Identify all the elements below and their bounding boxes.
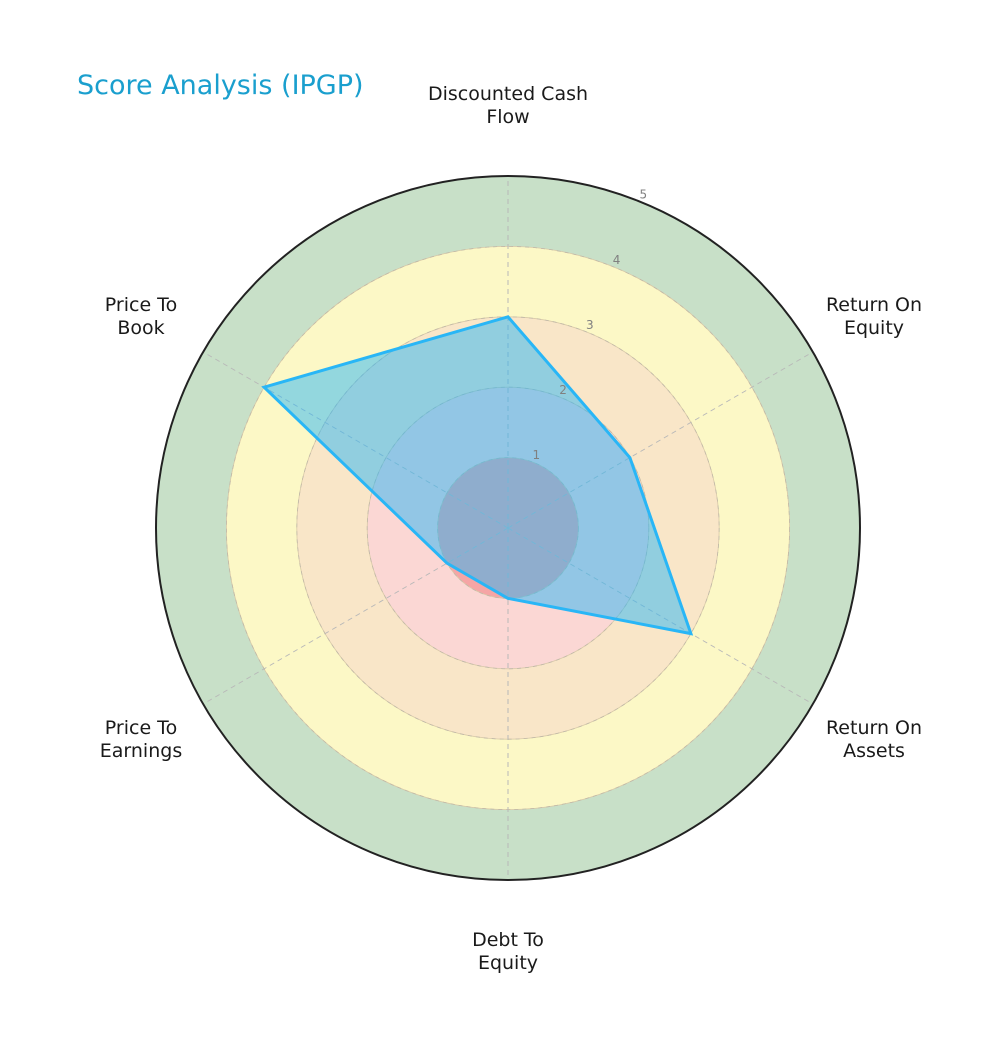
axis-labels: Discounted Cash Flow Return On Equity Return… [100,83,922,974]
r-tick-label: 1 [532,448,540,462]
r-tick-label: 3 [586,318,594,332]
r-tick-label: 5 [640,188,648,202]
axis-label: Return On Equity [826,294,922,339]
axis-label: Price To Book [105,294,177,339]
radial-tick-labels: 1 2 3 4 5 [532,188,647,462]
data-polygon [261,315,694,636]
axis-label: Debt To Equity [472,929,544,974]
outer-ring [155,175,861,881]
axis-label: Discounted Cash Flow [428,83,588,128]
grid-ring [225,245,791,811]
axis-label: Return On Assets [826,717,922,762]
chart-title: Score Analysis (IPGP) [77,70,364,101]
r-tick-label: 4 [613,253,621,267]
series-polygon [261,315,694,636]
r-tick-label: 2 [559,383,567,397]
axis-label: Price To Earnings [100,717,182,762]
